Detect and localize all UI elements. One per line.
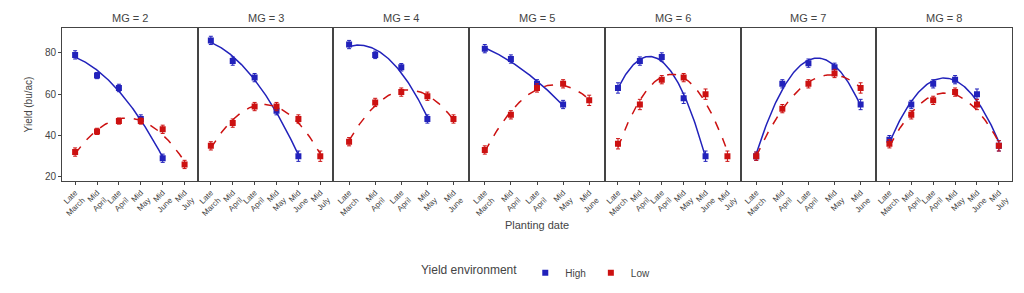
svg-text:LateMarch: LateMarch xyxy=(600,188,630,218)
svg-text:Yield (bu/ac): Yield (bu/ac) xyxy=(23,77,34,133)
svg-text:MidMay: MidMay xyxy=(822,188,846,212)
svg-text:MidApril: MidApril xyxy=(219,188,244,213)
svg-text:40: 40 xyxy=(45,130,57,141)
svg-text:MidJune: MidJune xyxy=(691,188,717,214)
svg-text:MG = 6: MG = 6 xyxy=(655,12,691,24)
svg-text:MidApril: MidApril xyxy=(769,188,794,213)
svg-text:Low: Low xyxy=(631,268,650,279)
svg-text:MidJune: MidJune xyxy=(284,188,310,214)
svg-text:MG = 2: MG = 2 xyxy=(112,12,148,24)
svg-text:LateMarch: LateMarch xyxy=(467,188,497,218)
svg-text:MidApril: MidApril xyxy=(362,188,387,213)
svg-text:MG = 5: MG = 5 xyxy=(519,12,555,24)
svg-text:MidJuly: MidJuly xyxy=(715,188,739,212)
svg-text:LateMarch: LateMarch xyxy=(331,188,361,218)
svg-text:MidMay: MidMay xyxy=(550,188,574,212)
svg-text:MidJuly: MidJuly xyxy=(308,188,332,212)
svg-text:MidJune: MidJune xyxy=(439,188,465,214)
svg-text:MidMay: MidMay xyxy=(128,188,152,212)
svg-text:LateMarch: LateMarch xyxy=(57,188,87,218)
svg-text:LateMarch: LateMarch xyxy=(738,188,768,218)
svg-text:MidApril: MidApril xyxy=(84,188,109,213)
svg-text:MidMay: MidMay xyxy=(942,188,966,212)
svg-text:MidJuly: MidJuly xyxy=(987,188,1011,212)
svg-text:MidJune: MidJune xyxy=(148,188,174,214)
svg-text:LateApril: LateApril xyxy=(388,188,413,213)
svg-text:MidJune: MidJune xyxy=(846,188,872,214)
svg-text:80: 80 xyxy=(45,47,57,58)
svg-text:MidApril: MidApril xyxy=(898,188,923,213)
svg-text:MG = 7: MG = 7 xyxy=(790,12,826,24)
svg-text:LateApril: LateApril xyxy=(920,188,945,213)
svg-text:LateApril: LateApril xyxy=(105,188,130,213)
svg-text:MG = 4: MG = 4 xyxy=(383,12,419,24)
svg-text:Yield environment: Yield environment xyxy=(421,263,517,277)
svg-text:20: 20 xyxy=(45,171,57,182)
svg-text:MG = 8: MG = 8 xyxy=(926,12,962,24)
svg-text:MidMay: MidMay xyxy=(671,188,695,212)
svg-text:LateApril: LateApril xyxy=(648,188,673,213)
svg-text:LateMarch: LateMarch xyxy=(872,188,902,218)
svg-text:MidApril: MidApril xyxy=(497,188,522,213)
svg-text:MG = 3: MG = 3 xyxy=(248,12,284,24)
svg-text:60: 60 xyxy=(45,89,57,100)
svg-text:LateApril: LateApril xyxy=(795,188,820,213)
svg-text:MidJune: MidJune xyxy=(575,188,601,214)
svg-text:LateMarch: LateMarch xyxy=(193,188,223,218)
svg-text:Planting date: Planting date xyxy=(505,219,569,231)
svg-text:LateApril: LateApril xyxy=(524,188,549,213)
svg-text:MidJune: MidJune xyxy=(963,188,989,214)
svg-text:MidMay: MidMay xyxy=(415,188,439,212)
svg-text:MidMay: MidMay xyxy=(264,188,288,212)
svg-text:LateApril: LateApril xyxy=(241,188,266,213)
svg-text:MidApril: MidApril xyxy=(626,188,651,213)
svg-text:High: High xyxy=(565,268,586,279)
svg-text:MidJuly: MidJuly xyxy=(172,188,196,212)
